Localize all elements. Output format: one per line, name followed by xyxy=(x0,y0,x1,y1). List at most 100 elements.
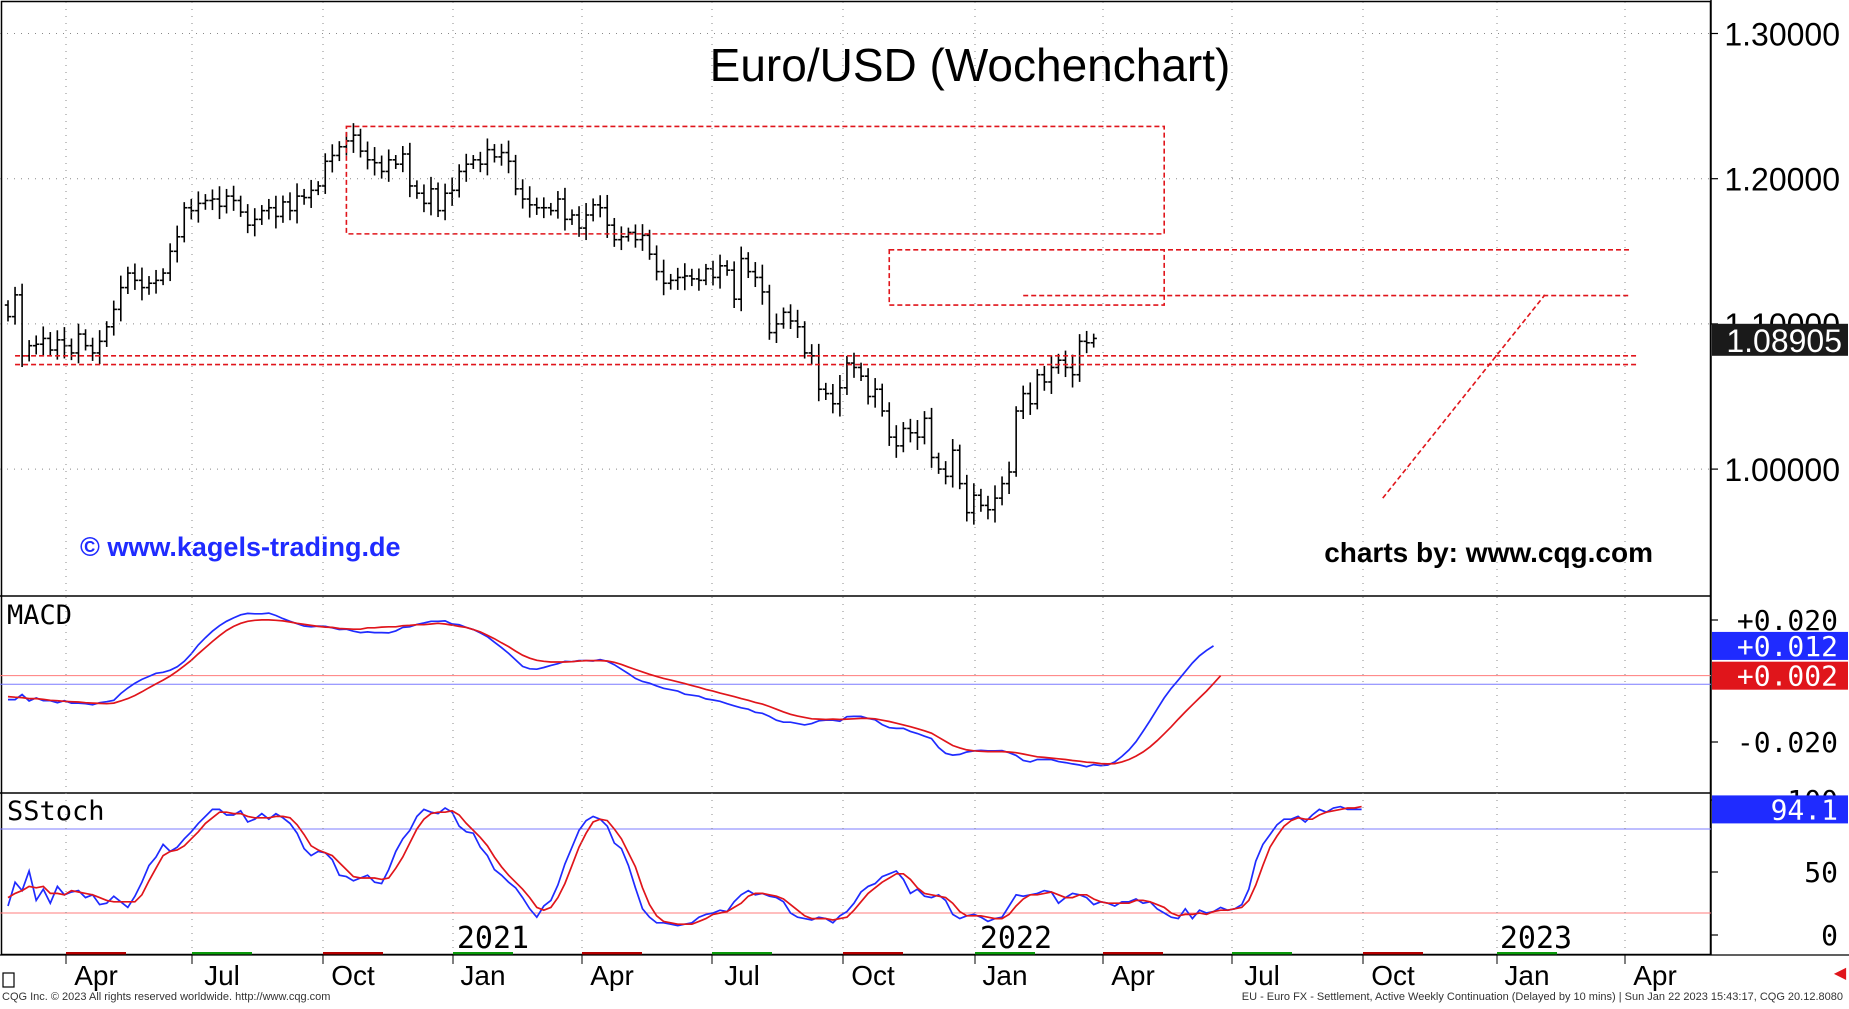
ohlc-bar xyxy=(533,197,540,215)
indicator-value-label: 94.1 xyxy=(1771,793,1838,826)
ohlc-bar xyxy=(322,153,329,194)
ohlc-bar xyxy=(766,284,773,340)
ohlc-bar xyxy=(949,439,956,488)
footer-instrument-info: EU - Euro FX - Settlement, Active Weekly… xyxy=(1241,991,1843,1003)
x-month-label: Jan xyxy=(982,960,1027,991)
ohlc-bar xyxy=(1005,461,1013,495)
x-axis-strip-segment xyxy=(453,952,513,955)
x-month-label: Oct xyxy=(331,960,375,991)
ohlc-bar xyxy=(618,226,625,251)
price-y-tick-label: 1.20000 xyxy=(1724,162,1840,198)
ohlc-bar xyxy=(674,267,681,290)
indicator-line-fast xyxy=(7,805,1362,927)
ohlc-bar xyxy=(695,268,703,291)
ohlc-bar xyxy=(639,224,646,251)
ohlc-bar xyxy=(89,337,96,361)
corner-box-icon[interactable] xyxy=(2,972,15,988)
ohlc-bar xyxy=(1083,330,1090,354)
ohlc-bar xyxy=(561,187,569,231)
ohlc-bar xyxy=(385,149,392,182)
ohlc-bar xyxy=(364,141,371,170)
ohlc-bar xyxy=(886,402,893,446)
x-year-label: 2022 xyxy=(980,921,1052,956)
ohlc-bar xyxy=(11,286,19,325)
range-box-annotation xyxy=(345,125,1165,235)
ohlc-bar xyxy=(554,191,562,219)
ohlc-bar xyxy=(315,181,322,196)
ohlc-bar xyxy=(145,276,153,295)
ohlc-bar xyxy=(970,483,978,525)
ohlc-bar xyxy=(575,206,583,237)
ohlc-bar xyxy=(75,323,82,364)
ohlc-bar xyxy=(871,378,879,408)
ohlc-bar xyxy=(780,307,787,329)
ohlc-bar xyxy=(808,344,815,365)
x-axis-strip-segment xyxy=(1363,952,1423,955)
ohlc-bar xyxy=(329,144,336,173)
x-axis-strip-segment xyxy=(192,952,252,955)
ohlc-bar xyxy=(681,263,688,291)
ohlc-bar xyxy=(456,164,463,198)
ohlc-bar xyxy=(984,495,992,520)
x-year-label: 2023 xyxy=(1500,921,1572,956)
ohlc-bar xyxy=(759,264,766,305)
ohlc-bar xyxy=(526,186,533,218)
ohlc-bar xyxy=(773,313,780,343)
x-axis-strip-segment xyxy=(1232,952,1292,955)
ohlc-bar xyxy=(1048,355,1055,394)
ohlc-bar xyxy=(625,227,632,242)
ohlc-bar xyxy=(519,179,526,209)
ohlc-bar xyxy=(745,252,752,279)
ohlc-bar xyxy=(293,183,301,224)
ohlc-bar xyxy=(843,355,851,395)
ohlc-bar xyxy=(371,147,378,176)
ohlc-bar xyxy=(597,195,604,218)
x-axis-strip-segment xyxy=(323,952,383,955)
indicator-y-tick-label: -0.020 xyxy=(1737,726,1838,759)
ohlc-bar xyxy=(300,188,308,205)
ohlc-bar xyxy=(512,154,519,196)
ohlc-bar xyxy=(477,151,484,173)
uptrend-line xyxy=(1382,294,1546,499)
ohlc-bar xyxy=(223,188,230,214)
ohlc-bar xyxy=(441,183,449,221)
x-month-label: Jan xyxy=(1504,960,1549,991)
ohlc-bar xyxy=(660,259,667,296)
x-month-label: Apr xyxy=(1633,960,1677,991)
ohlc-bar xyxy=(632,224,639,248)
ohlc-bar xyxy=(399,146,406,173)
ohlc-bar xyxy=(1020,385,1027,420)
ohlc-bar xyxy=(448,177,456,206)
price-bars xyxy=(4,123,1097,525)
indicator-value-tag xyxy=(1712,631,1848,660)
ohlc-bar xyxy=(738,246,745,312)
ohlc-bar xyxy=(893,425,900,458)
chart-title: Euro/USD (Wochenchart) xyxy=(710,39,1231,91)
ohlc-bar xyxy=(25,340,33,362)
ohlc-bar xyxy=(688,268,696,287)
ohlc-bar xyxy=(110,300,117,336)
ohlc-bar xyxy=(702,263,710,286)
ohlc-bar xyxy=(822,382,829,400)
ohlc-bar xyxy=(864,368,872,405)
ohlc-bar xyxy=(174,225,181,263)
ohlc-bar xyxy=(547,202,555,216)
ohlc-bar xyxy=(900,422,907,453)
price-annotations xyxy=(15,125,1637,499)
ohlc-bar xyxy=(202,194,209,210)
scroll-left-arrow-icon[interactable]: ◀ xyxy=(1834,965,1847,982)
ohlc-bar xyxy=(61,327,68,359)
x-axis-strip-segment xyxy=(1103,952,1163,955)
ohlc-bar xyxy=(921,411,928,445)
ohlc-bar xyxy=(124,266,132,294)
indicator-y-tick-label: 0 xyxy=(1821,919,1838,952)
ohlc-bar xyxy=(159,268,167,286)
ohlc-bar xyxy=(181,202,188,243)
ohlc-bar xyxy=(40,326,47,357)
indicator-line-signal xyxy=(7,619,1222,765)
ohlc-bar xyxy=(463,153,470,182)
ohlc-bar xyxy=(991,485,999,523)
x-axis-strip-segment xyxy=(712,952,772,955)
ohlc-bar xyxy=(47,332,54,357)
ohlc-bar xyxy=(568,209,576,225)
